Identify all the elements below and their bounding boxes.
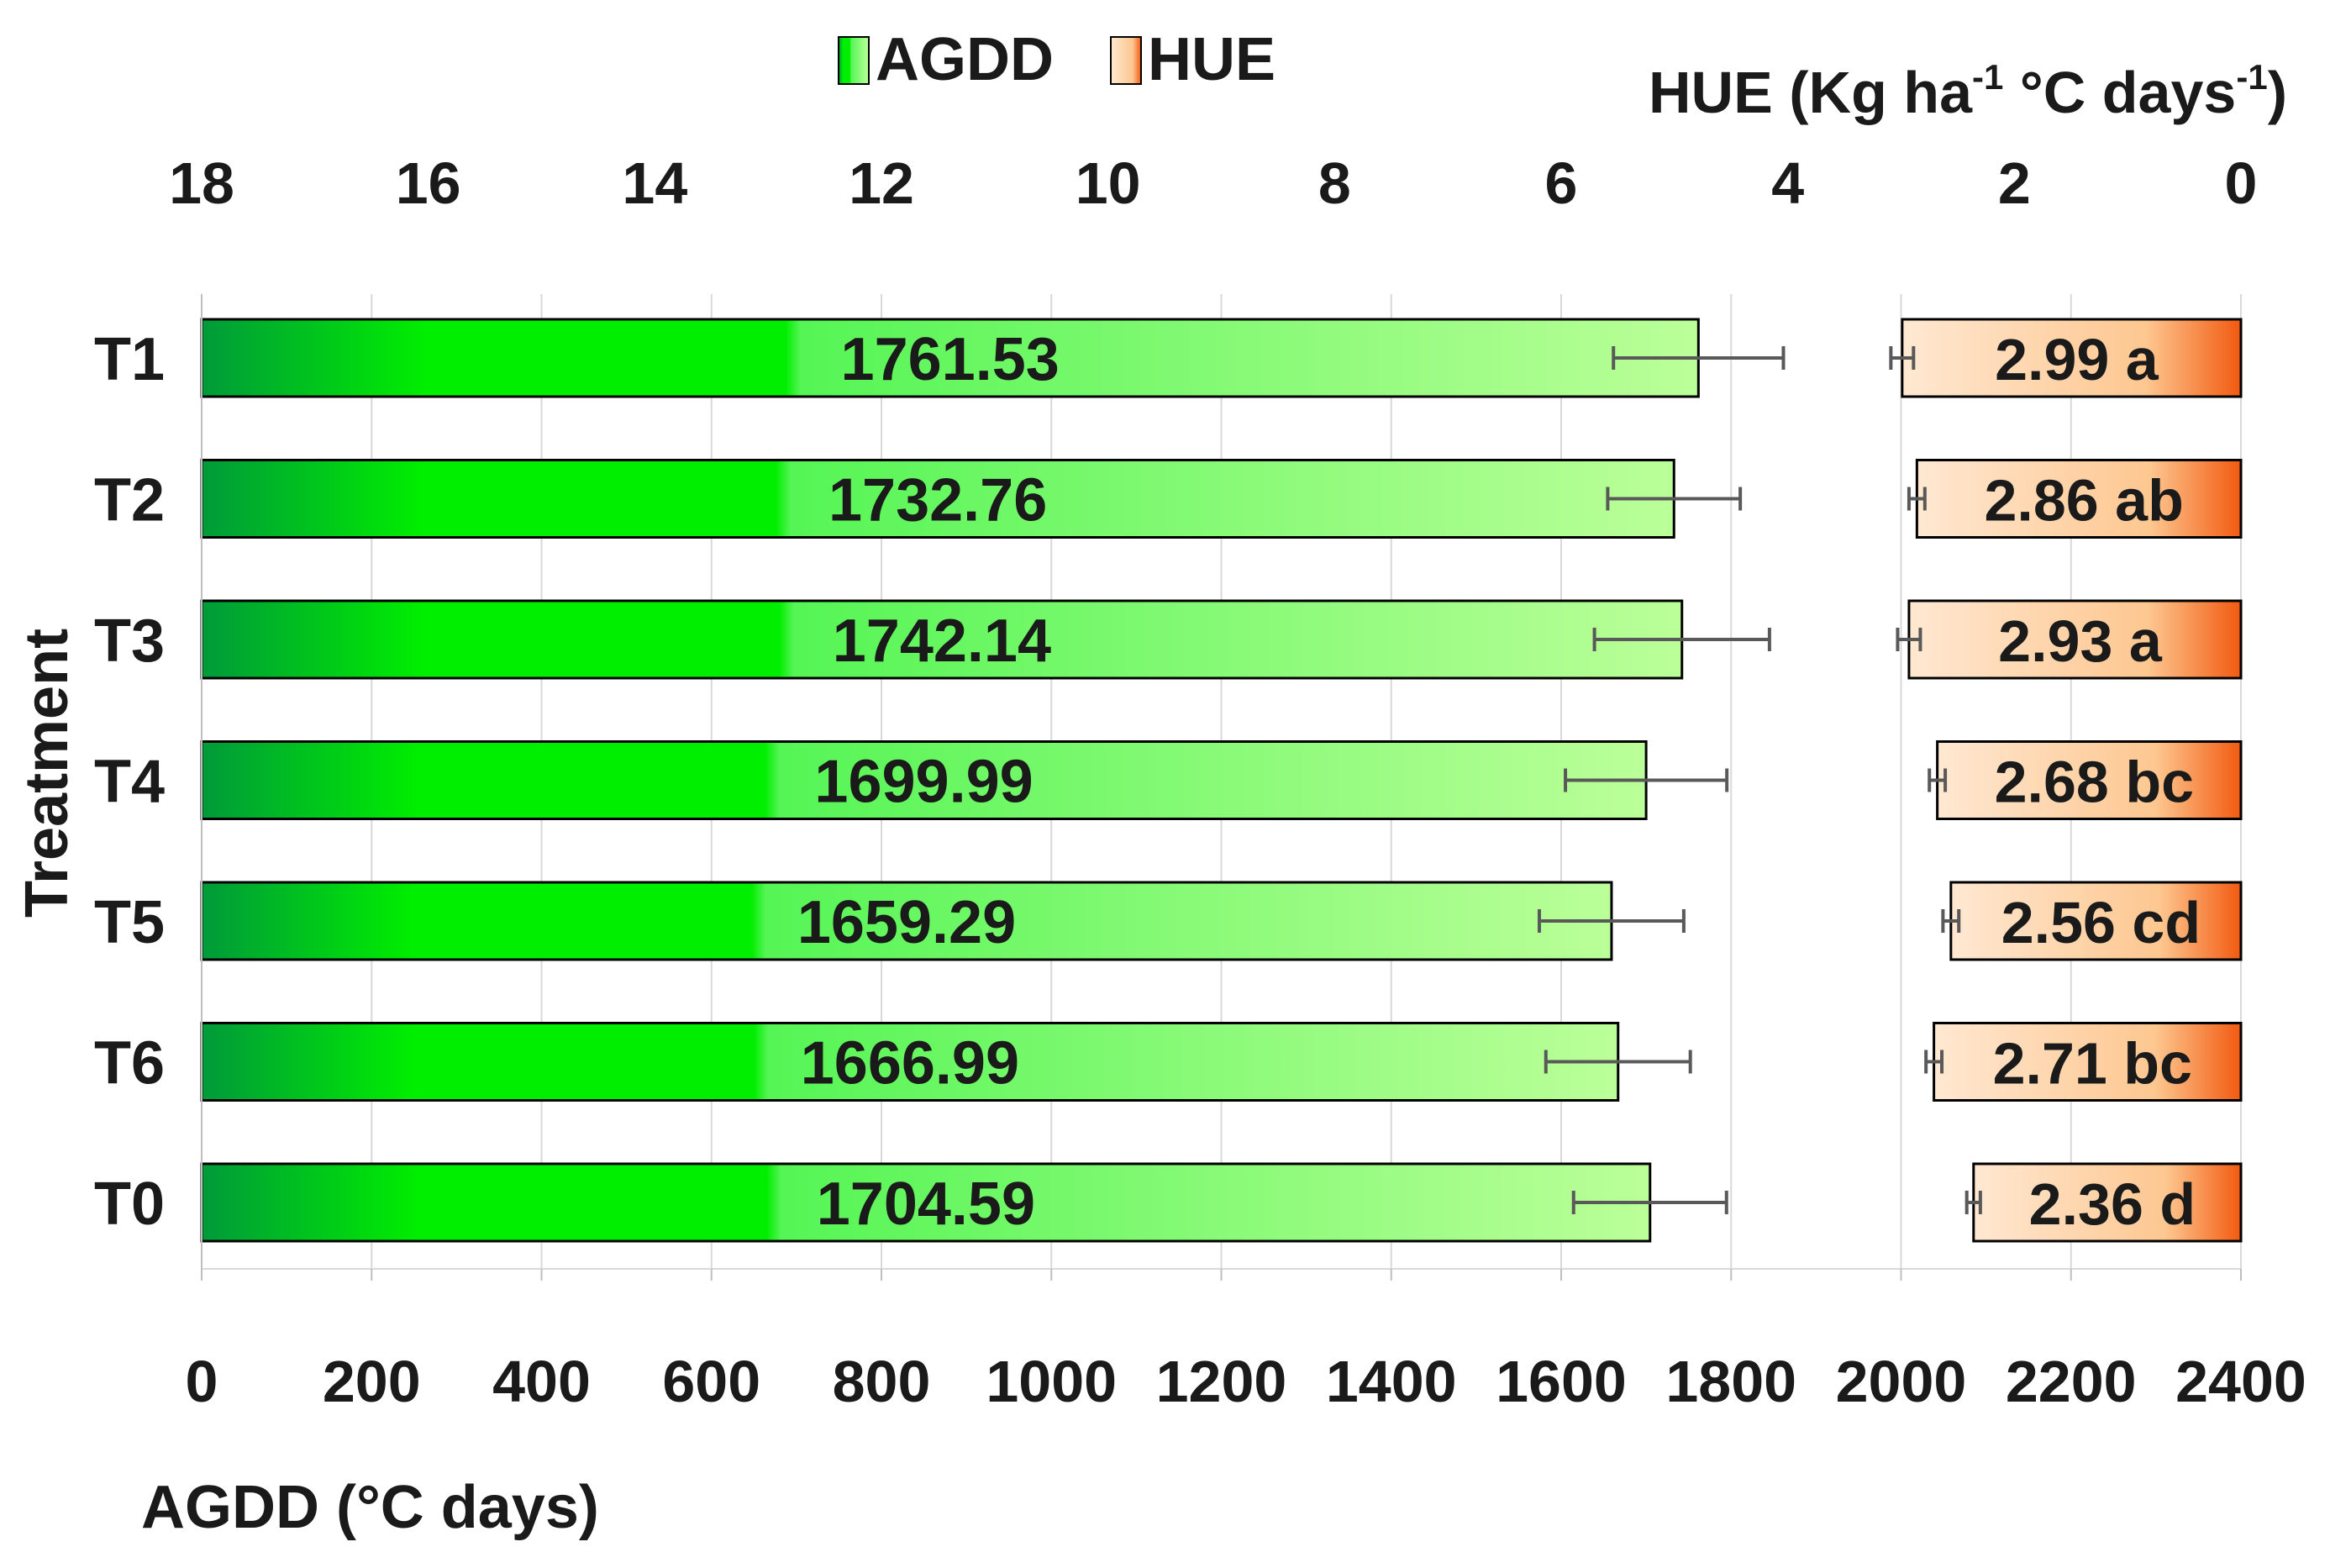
agdd-value-label: 1742.14 [833, 608, 1051, 675]
agdd-bar [200, 881, 1613, 961]
agdd-value-label: 1666.99 [801, 1030, 1019, 1097]
bottom-axis-tick-label: 400 [492, 1349, 591, 1414]
error-bars [1538, 346, 1982, 1214]
legend-swatch-agdd [838, 36, 870, 85]
hue-bar [1915, 459, 2243, 539]
agdd-bar [200, 740, 1648, 820]
legend: AGDD HUE [838, 26, 1275, 93]
legend-label-agdd: AGDD [876, 26, 1054, 93]
bottom-axis-tick-label: 1400 [1326, 1349, 1457, 1414]
top-axis-tick-label: 0 [2225, 150, 2258, 216]
top-axis-tick-label: 18 [169, 150, 234, 216]
hue-bar [1907, 599, 2243, 680]
top-axis-tick-label: 8 [1318, 150, 1351, 216]
agdd-value-label: 1659.29 [797, 889, 1016, 956]
top-axis-tick-label: 6 [1545, 150, 1578, 216]
agdd-value-label: 1732.76 [828, 467, 1047, 534]
bottom-axis-tick-label: 200 [323, 1349, 421, 1414]
bottom-axis-tick-label: 800 [833, 1349, 931, 1414]
y-axis-title: Treatment [13, 629, 81, 918]
agdd-bar [200, 459, 1675, 539]
top-axis-tick-label: 10 [1076, 150, 1141, 216]
hue-value-label: 2.71 bc [1993, 1031, 2192, 1097]
bottom-axis-tick-label: 0 [186, 1349, 218, 1414]
hue-value-label: 2.68 bc [1995, 750, 2194, 815]
top-axis-tick-label: 14 [622, 150, 687, 216]
bottom-axis-tick-label: 2200 [2006, 1349, 2137, 1414]
hue-value-label: 2.56 cd [2001, 890, 2201, 955]
bottom-axis-tick-label: 1000 [986, 1349, 1117, 1414]
hue-bar [1936, 740, 2243, 820]
top-axis-tick-label: 16 [396, 150, 461, 216]
hue-bar [1949, 881, 2243, 961]
top-axis-title-mid: °C days [2003, 60, 2236, 125]
hue-value-label: 2.36 d [2029, 1171, 2196, 1237]
top-axis-tick-label: 4 [1771, 150, 1804, 216]
legend-swatch-hue [1110, 36, 1142, 85]
category-label: T0 [94, 1171, 165, 1238]
top-axis-title-sup2: -1 [2236, 57, 2267, 97]
hue-value-label: 2.93 a [1998, 608, 2163, 674]
agdd-value-label: 1699.99 [814, 749, 1033, 816]
category-label: T2 [94, 467, 165, 534]
bottom-axis-tick-label: 2400 [2175, 1349, 2306, 1414]
bottom-axis-tick-label: 1600 [1496, 1349, 1627, 1414]
category-label: T5 [94, 889, 165, 956]
hue-value-label: 2.86 ab [1984, 468, 2183, 534]
legend-label-hue: HUE [1148, 26, 1275, 93]
hue-value-label: 2.99 a [1995, 327, 2159, 392]
bar-value-labels: 1761.53 2.99 a 1732.76 2.86 ab 1742.14 2.93 a… [797, 326, 2201, 1238]
category-label: T3 [94, 608, 165, 675]
top-axis-title-end: ) [2268, 60, 2287, 125]
bottom-axis-tick-label: 600 [662, 1349, 760, 1414]
agdd-value-label: 1704.59 [817, 1171, 1035, 1238]
agdd-bar [200, 599, 1684, 680]
hue-bar [1901, 318, 2243, 398]
axes: 0 200 400 600 800 1000 1200 1400 1600 1800 2000 220… [94, 150, 2306, 1414]
bottom-axis-tick-label: 1800 [1665, 1349, 1796, 1414]
top-axis-tick-label: 2 [1998, 150, 2031, 216]
hue-bar [1933, 1022, 2243, 1102]
top-axis-tick-label: 12 [849, 150, 914, 216]
bottom-axis-tick-label: 1200 [1156, 1349, 1287, 1414]
bottom-axis-tick-label: 2000 [1836, 1349, 1967, 1414]
category-label: T6 [94, 1030, 165, 1097]
top-axis-title-sup1: -1 [1972, 57, 2003, 97]
category-label: T1 [94, 326, 165, 393]
top-axis-title: HUE (Kg ha-1 °C days-1) [1649, 57, 2287, 125]
bottom-axis-title: AGDD (°C days) [141, 1474, 599, 1541]
agdd-bar [200, 1022, 1620, 1102]
agdd-value-label: 1761.53 [841, 326, 1060, 393]
agdd-bar [200, 1162, 1652, 1243]
category-label: T4 [94, 749, 165, 816]
agdd-bar [200, 318, 1700, 398]
top-axis-title-main: HUE (Kg ha [1649, 60, 1973, 125]
hue-bar [1972, 1162, 2243, 1243]
bars [200, 318, 2243, 1243]
